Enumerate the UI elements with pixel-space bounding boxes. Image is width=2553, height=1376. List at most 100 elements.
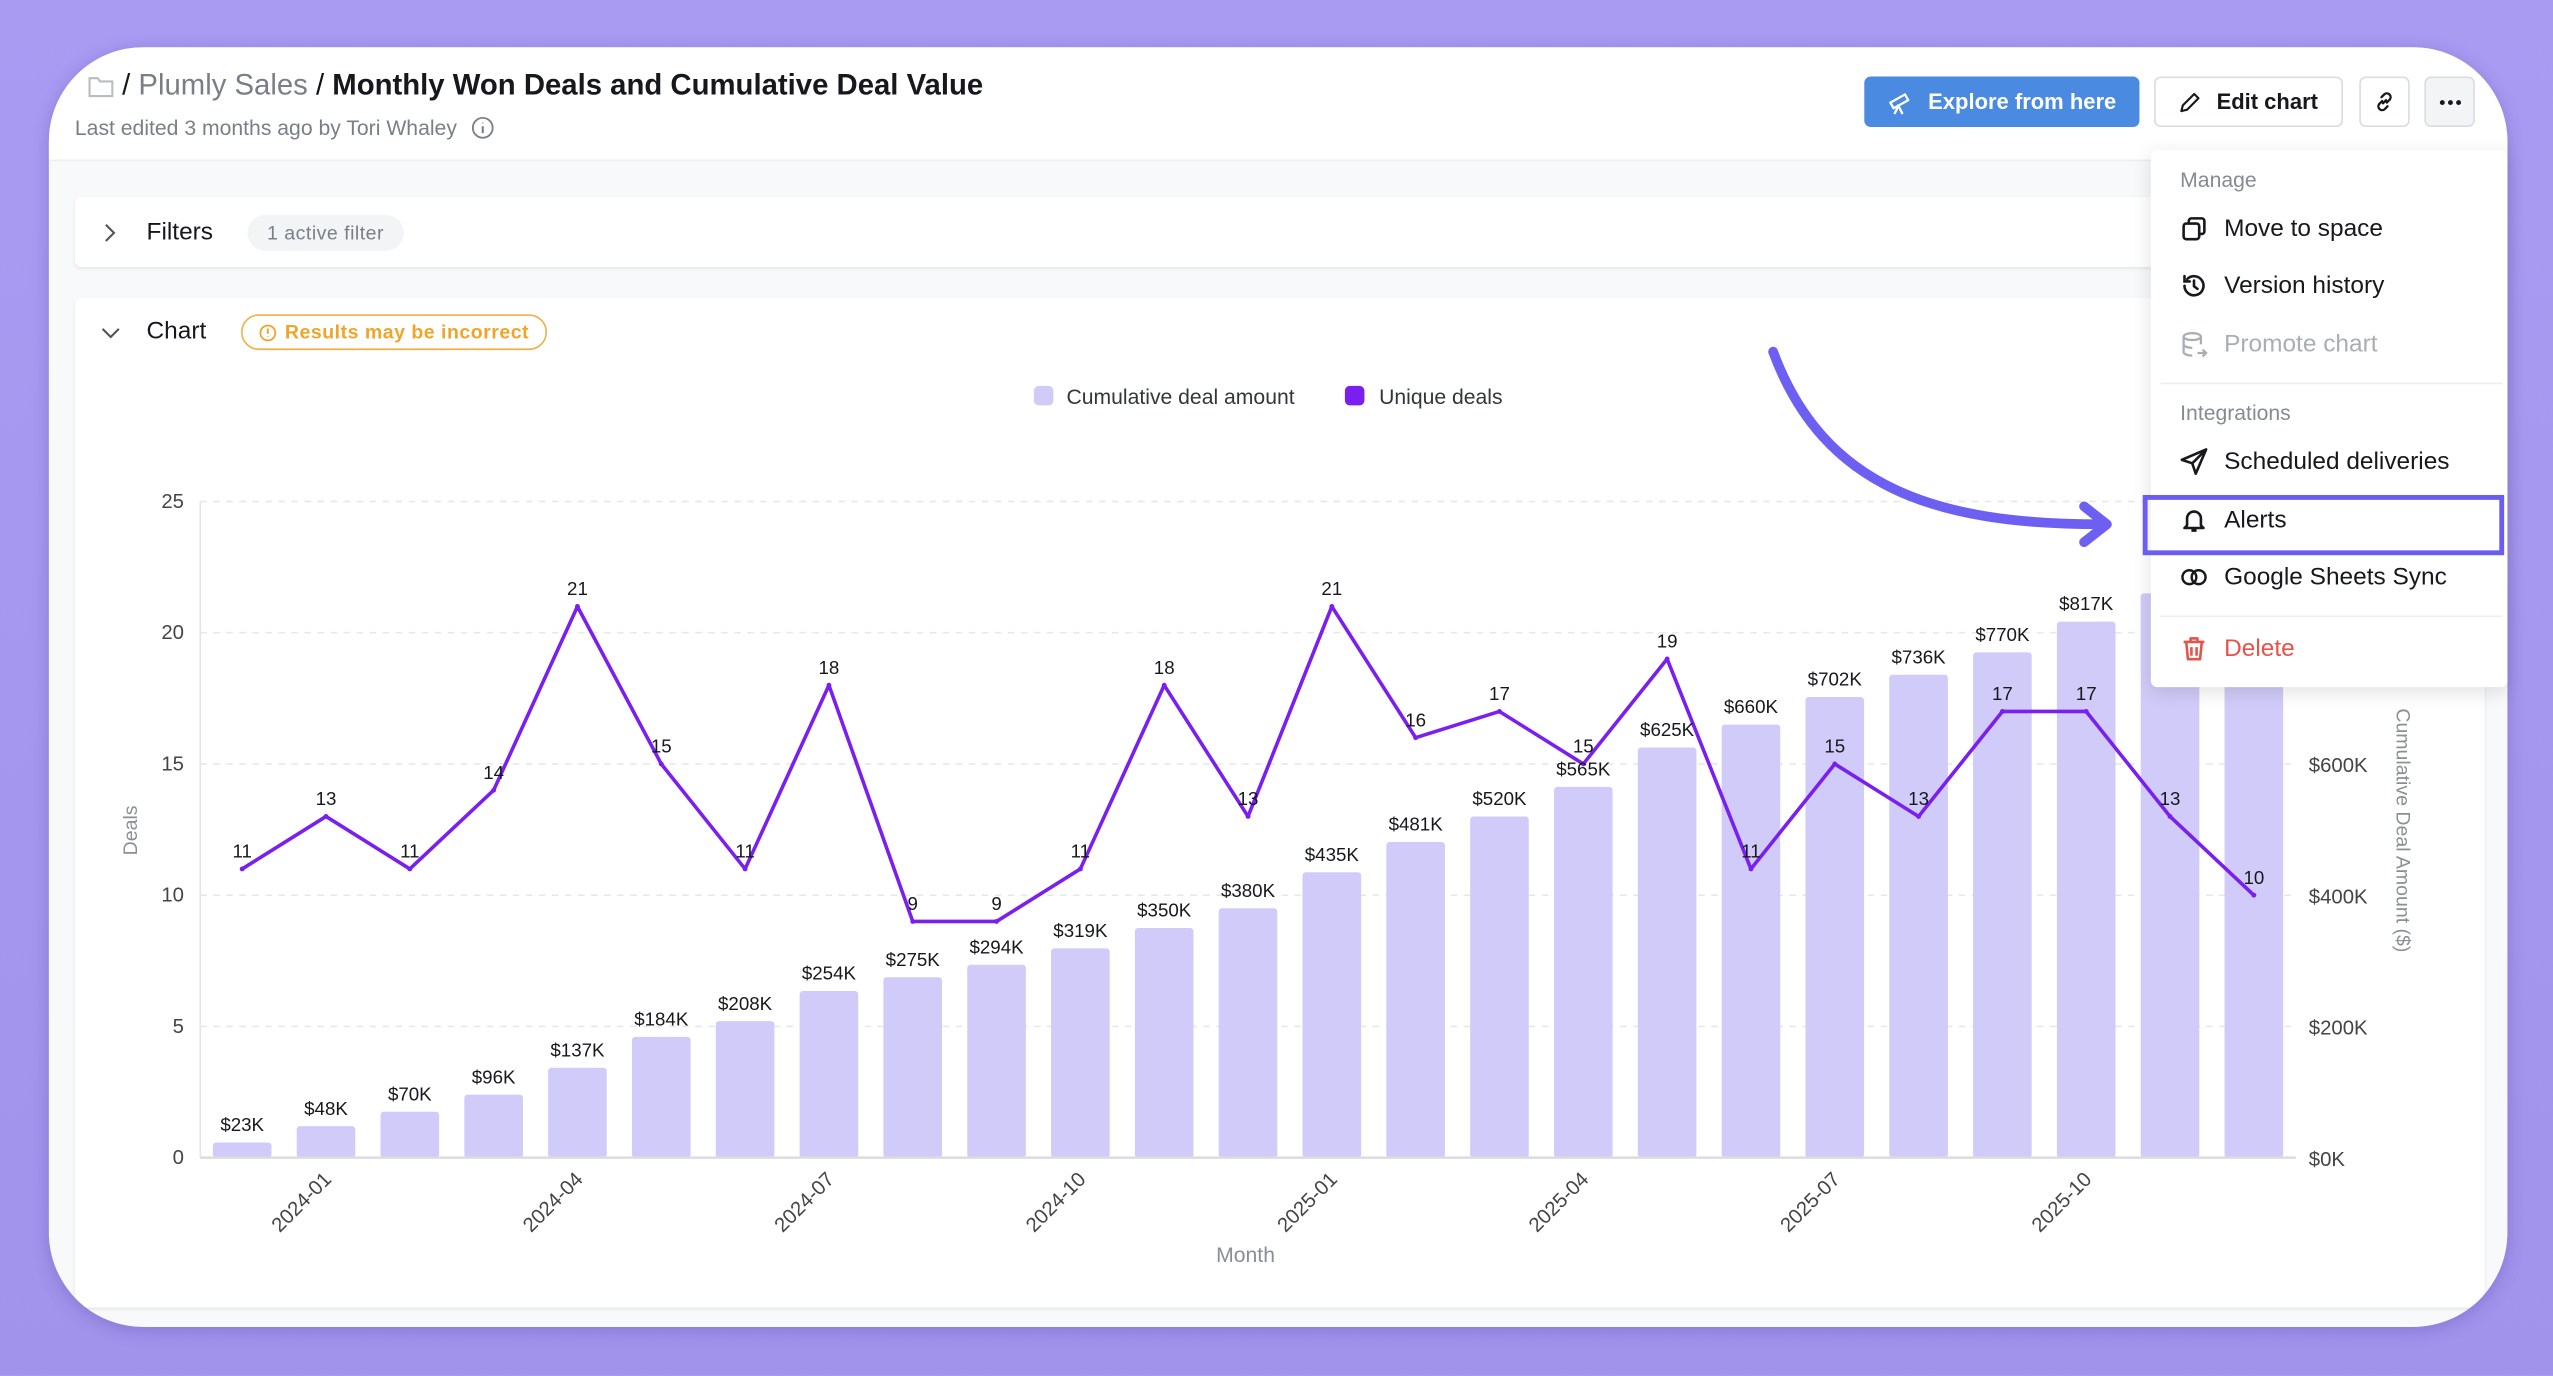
legend-cumulative-deal-amount[interactable]: Cumulative deal amount	[1066, 386, 1294, 409]
bar-2025-07	[1805, 697, 1865, 1158]
bar-value-label: $435K	[1305, 844, 1360, 865]
line-point-2024-12	[1245, 814, 1251, 819]
bar-2025-11	[2140, 593, 2200, 1158]
line-point-2024-01	[323, 814, 329, 819]
bar-value-label: $565K	[1556, 759, 1611, 780]
bar-2024-10	[1051, 948, 1110, 1158]
page-header: / Plumly Sales / Monthly Won Deals and C…	[48, 47, 2508, 162]
bar-value-label: $48K	[304, 1098, 348, 1119]
bar-2024-04	[548, 1067, 607, 1158]
menu-item-label: Move to space	[2224, 214, 2383, 243]
line-point-2025-07	[1832, 761, 1838, 767]
more-horizontal-icon	[2439, 99, 2461, 105]
x-axis-title: Month	[1216, 1244, 1275, 1267]
menu-item-move-to-space[interactable]: Move to space	[2180, 215, 2383, 243]
left-tick-label: 20	[161, 622, 184, 644]
bar-2025-05	[1637, 747, 1697, 1158]
line-point-2024-09	[994, 918, 999, 924]
bar-2025-10	[2056, 621, 2116, 1158]
explore-label: Explore from here	[1928, 89, 2117, 114]
explore-from-here-button[interactable]: Explore from here	[1864, 76, 2140, 127]
history-icon	[2183, 274, 2205, 297]
line-point-2025-02	[1413, 735, 1419, 741]
line-point-2025-12	[2251, 892, 2257, 898]
menu-item-alerts[interactable]: Alerts	[2180, 506, 2287, 534]
x-tick-label: 2024-01	[268, 1168, 336, 1236]
line-point-2025-11	[2167, 814, 2173, 819]
bar-2024-07	[799, 990, 859, 1158]
line-point-2023-12	[239, 866, 245, 872]
line-point-2025-08	[1916, 814, 1922, 819]
menu-item-promote-chart: Promote chart	[2180, 330, 2378, 359]
info-icon[interactable]	[470, 116, 494, 140]
edit-chart-button[interactable]: Edit chart	[2154, 76, 2343, 127]
menu-item-google-sheets-sync[interactable]: Google Sheets Sync	[2180, 563, 2447, 591]
menu-item-label: Promote chart	[2224, 330, 2378, 359]
folder-icon[interactable]	[88, 74, 114, 97]
x-tick-label: 2025-04	[1525, 1168, 1593, 1236]
line-value-label: 13	[1238, 788, 1259, 809]
breadcrumb-separator: /	[315, 68, 325, 101]
line-value-label: 17	[2076, 683, 2097, 704]
copy-icon	[2182, 217, 2206, 241]
bar-2025-06	[1721, 724, 1781, 1158]
menu-item-delete[interactable]: Delete	[2180, 635, 2295, 663]
menu-item-version-history[interactable]: Version history	[2180, 272, 2384, 300]
menu-item-label: Version history	[2224, 271, 2385, 300]
filters-panel[interactable]: Filters 1 active filter	[74, 197, 2485, 268]
bar-value-label: $96K	[472, 1066, 516, 1087]
line-value-label: 13	[316, 788, 337, 809]
active-filter-badge: 1 active filter	[247, 214, 404, 251]
bar-value-label: $350K	[1137, 900, 1192, 921]
chevron-right-icon[interactable]	[103, 223, 116, 243]
link-icon	[2377, 92, 2392, 112]
telescope-icon	[1889, 92, 1910, 114]
breadcrumb-space-link[interactable]: Plumly Sales	[138, 68, 308, 101]
chart-label: Chart	[146, 317, 207, 346]
bar-value-label: $625K	[1640, 719, 1695, 740]
line-value-label: 16	[1405, 709, 1426, 730]
line-value-label: 13	[2160, 788, 2181, 809]
filters-label: Filters	[146, 218, 214, 246]
last-edited-text: Last edited 3 months ago by Tori Whaley	[74, 115, 457, 141]
bar-value-label: $254K	[802, 963, 857, 984]
left-axis-title: Deals	[120, 805, 142, 855]
bar-2025-01	[1302, 872, 1362, 1158]
bell-icon	[2183, 510, 2205, 532]
bar-2024-06	[715, 1021, 775, 1158]
line-point-2024-05	[658, 761, 664, 767]
line-value-label: 15	[1824, 736, 1845, 757]
edit-chart-label: Edit chart	[2216, 89, 2318, 114]
bar-2024-12	[1218, 908, 1278, 1158]
right-tick-label: $600K	[2309, 755, 2368, 777]
bar-value-label: $520K	[1472, 788, 1527, 809]
x-tick-label: 2024-10	[1022, 1168, 1090, 1236]
line-value-label: 9	[991, 893, 1001, 914]
warning-text: Results may be incorrect	[284, 320, 530, 344]
page-title: Monthly Won Deals and Cumulative Deal Va…	[332, 68, 984, 101]
line-value-label: 11	[1071, 841, 1090, 862]
annotation-arrow	[1768, 346, 2106, 530]
x-tick-label: 2024-07	[771, 1168, 839, 1236]
line-point-2024-06	[742, 866, 748, 872]
menu-item-scheduled-deliveries[interactable]: Scheduled deliveries	[2180, 448, 2449, 475]
bar-2024-09	[967, 964, 1026, 1158]
chevron-down-icon[interactable]	[101, 326, 121, 339]
line-point-2025-03	[1497, 709, 1502, 714]
line-value-label: 11	[735, 841, 754, 862]
left-tick-label: 15	[161, 753, 184, 775]
left-tick-label: 10	[161, 885, 184, 907]
bar-value-label: $208K	[718, 993, 773, 1014]
menu-section-manage: Manage	[2180, 167, 2257, 193]
bar-2024-01	[296, 1126, 356, 1158]
menu-divider	[2160, 615, 2503, 618]
bar-value-label: $380K	[1221, 880, 1276, 901]
bar-value-label: $660K	[1724, 696, 1779, 717]
copy-link-button[interactable]	[2359, 76, 2410, 127]
legend-unique-deals[interactable]: Unique deals	[1379, 386, 1503, 409]
more-options-button[interactable]	[2424, 76, 2475, 127]
right-tick-label: $200K	[2309, 1018, 2368, 1040]
bar-2024-08	[883, 977, 943, 1158]
bar-2024-05	[631, 1036, 691, 1158]
